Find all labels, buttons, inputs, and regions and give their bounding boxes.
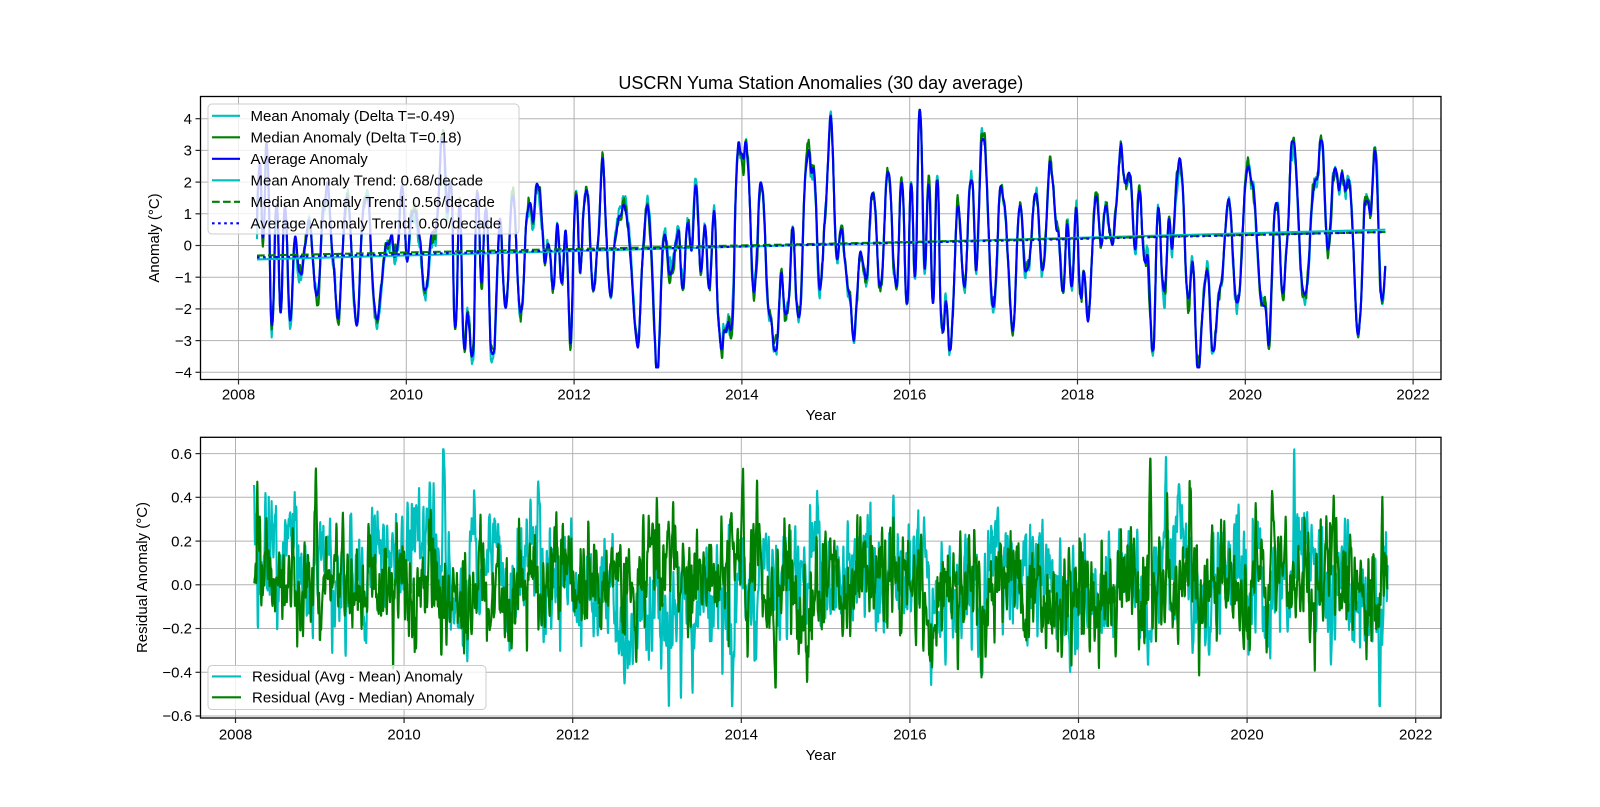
svg-text:2022: 2022 <box>1399 727 1432 744</box>
svg-text:0.2: 0.2 <box>171 533 192 550</box>
svg-text:Residual (Avg - Mean) Anomaly: Residual (Avg - Mean) Anomaly <box>252 669 463 686</box>
svg-text:−0.4: −0.4 <box>162 665 192 682</box>
svg-text:4: 4 <box>184 111 192 128</box>
svg-text:2014: 2014 <box>725 387 758 404</box>
svg-text:0.4: 0.4 <box>171 490 192 507</box>
svg-text:2010: 2010 <box>390 387 423 404</box>
svg-text:1: 1 <box>184 206 192 223</box>
svg-text:−3: −3 <box>175 333 192 350</box>
svg-text:Anomaly (°C): Anomaly (°C) <box>146 193 163 282</box>
svg-text:2022: 2022 <box>1396 387 1429 404</box>
svg-text:−0.6: −0.6 <box>162 708 192 725</box>
svg-text:Median Anomaly (Delta T=0.18): Median Anomaly (Delta T=0.18) <box>251 130 462 147</box>
svg-text:−2: −2 <box>175 301 192 318</box>
svg-text:Residual (Avg - Median) Anomal: Residual (Avg - Median) Anomaly <box>252 690 475 707</box>
svg-text:2020: 2020 <box>1229 387 1262 404</box>
svg-text:2008: 2008 <box>222 387 255 404</box>
svg-text:2020: 2020 <box>1230 727 1263 744</box>
svg-text:2012: 2012 <box>556 727 589 744</box>
svg-text:2012: 2012 <box>557 387 590 404</box>
svg-text:2014: 2014 <box>725 727 758 744</box>
svg-text:Year: Year <box>806 747 836 764</box>
svg-text:2016: 2016 <box>893 387 926 404</box>
svg-text:0.0: 0.0 <box>171 577 192 594</box>
svg-text:2010: 2010 <box>387 727 420 744</box>
svg-text:2018: 2018 <box>1062 727 1095 744</box>
svg-text:3: 3 <box>184 143 192 160</box>
svg-text:Mean Anomaly Trend: 0.68/decad: Mean Anomaly Trend: 0.68/decade <box>251 173 484 190</box>
svg-text:Year: Year <box>806 407 836 424</box>
svg-text:0: 0 <box>184 238 192 255</box>
svg-text:2008: 2008 <box>219 727 252 744</box>
svg-text:Average Anomaly: Average Anomaly <box>251 151 369 168</box>
svg-text:2016: 2016 <box>893 727 926 744</box>
svg-text:Median Anomaly Trend: 0.56/dec: Median Anomaly Trend: 0.56/decade <box>251 194 495 211</box>
svg-text:−4: −4 <box>175 365 192 382</box>
svg-text:Average Anomaly Trend: 0.60/de: Average Anomaly Trend: 0.60/decade <box>251 216 502 233</box>
svg-text:Mean Anomaly (Delta T=-0.49): Mean Anomaly (Delta T=-0.49) <box>251 108 455 125</box>
svg-text:2: 2 <box>184 174 192 191</box>
svg-text:USCRN Yuma Station Anomalies (: USCRN Yuma Station Anomalies (30 day ave… <box>618 73 1023 93</box>
svg-text:2018: 2018 <box>1061 387 1094 404</box>
svg-text:−0.2: −0.2 <box>162 621 192 638</box>
svg-text:0.6: 0.6 <box>171 446 192 463</box>
svg-text:Residual Anomaly (°C): Residual Anomaly (°C) <box>134 502 151 653</box>
svg-text:−1: −1 <box>175 269 192 286</box>
